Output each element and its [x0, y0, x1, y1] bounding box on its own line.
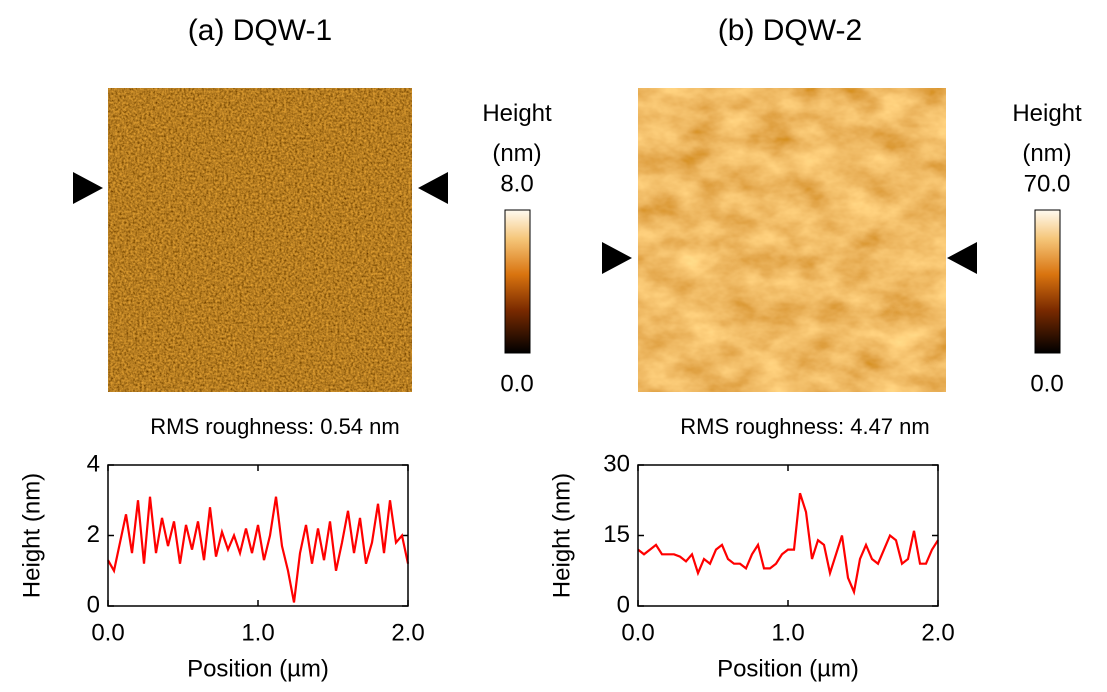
colorbar-tick-label: 8.0 [500, 170, 533, 197]
x-tick-label: 0.0 [621, 619, 654, 646]
afm-image [108, 88, 412, 392]
plot-frame [637, 464, 939, 607]
y-axis-label: Height (nm) [548, 473, 575, 598]
x-axis-label: Position (µm) [187, 655, 329, 682]
y-tick-label: 4 [87, 450, 100, 477]
colorbar-tick-label: 70.0 [1024, 170, 1071, 197]
caption: RMS roughness: 4.47 nm [680, 414, 929, 439]
y-axis-label: Height (nm) [18, 473, 45, 598]
colorbar-tick-label: 0.0 [1030, 370, 1063, 397]
y-tick-label: 30 [603, 450, 630, 477]
panel-title: (b) DQW-2 [718, 14, 862, 47]
x-tick-label: 1.0 [241, 619, 274, 646]
caption: RMS roughness: 0.54 nm [150, 414, 399, 439]
arrow-marker [602, 242, 632, 274]
data-line [637, 492, 939, 596]
y-tick-label: 15 [603, 521, 630, 548]
colorbar [1034, 209, 1061, 354]
colorbar-title: Height (nm) [482, 100, 552, 167]
afm-image [638, 88, 946, 392]
y-tick-label: 2 [87, 521, 100, 548]
x-tick-label: 2.0 [391, 619, 424, 646]
colorbar-title: Height (nm) [1012, 100, 1082, 167]
plot-frame [107, 464, 409, 607]
colorbar-tick-label: 0.0 [500, 370, 533, 397]
panel-title: (a) DQW-1 [188, 14, 332, 47]
x-axis-label: Position (µm) [717, 655, 859, 682]
arrow-marker [73, 172, 103, 204]
y-tick-label: 0 [87, 591, 100, 618]
x-tick-label: 1.0 [771, 619, 804, 646]
x-tick-label: 2.0 [921, 619, 954, 646]
y-tick-label: 0 [617, 591, 630, 618]
arrow-marker [947, 242, 977, 274]
x-tick-label: 0.0 [91, 619, 124, 646]
colorbar [504, 209, 531, 354]
arrow-marker [418, 172, 448, 204]
data-line [107, 496, 410, 603]
